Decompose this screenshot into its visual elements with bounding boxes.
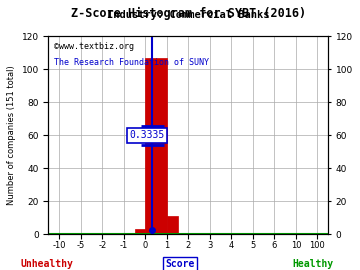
Text: Industry: Commercial Banks: Industry: Commercial Banks [107,10,270,20]
Text: 0.3335: 0.3335 [130,130,165,140]
Text: ©www.textbiz.org: ©www.textbiz.org [54,42,134,51]
Text: Score: Score [165,259,195,269]
Title: Z-Score Histogram for SYBT (2016): Z-Score Histogram for SYBT (2016) [71,7,306,20]
Text: Unhealthy: Unhealthy [21,259,73,269]
Bar [135,229,145,234]
Text: The Research Foundation of SUNY: The Research Foundation of SUNY [54,58,209,67]
Bar [145,58,167,234]
Bar [167,216,177,234]
Y-axis label: Number of companies (151 total): Number of companies (151 total) [7,66,16,205]
Text: Healthy: Healthy [293,259,334,269]
